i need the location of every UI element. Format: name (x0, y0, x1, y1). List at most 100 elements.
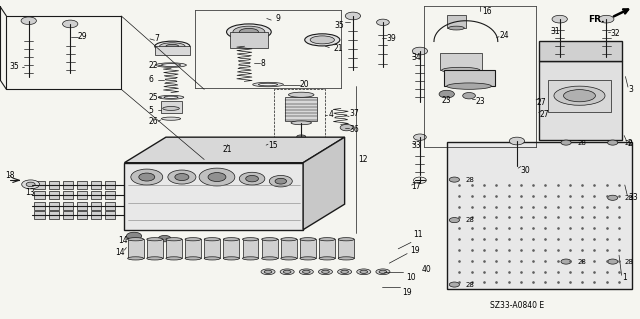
Bar (223, 239, 239, 258)
Bar (444, 70, 495, 86)
Text: 33: 33 (411, 141, 420, 150)
Ellipse shape (356, 269, 371, 275)
Bar (548, 80, 611, 112)
Ellipse shape (284, 270, 291, 273)
Circle shape (449, 282, 460, 287)
Ellipse shape (147, 238, 163, 241)
Text: 28: 28 (624, 259, 633, 264)
Ellipse shape (204, 238, 220, 241)
Text: 34: 34 (411, 53, 420, 62)
Text: 40: 40 (421, 265, 431, 274)
Text: FR.: FR. (589, 15, 605, 24)
Ellipse shape (300, 257, 316, 260)
Bar (105, 211, 115, 219)
Circle shape (269, 175, 292, 187)
Circle shape (463, 93, 476, 99)
Circle shape (439, 90, 454, 98)
Ellipse shape (442, 67, 480, 73)
Circle shape (199, 168, 235, 186)
Bar (243, 239, 259, 258)
Text: 18: 18 (5, 171, 15, 180)
Circle shape (21, 17, 36, 25)
Text: 33: 33 (628, 193, 637, 202)
Text: 32: 32 (610, 29, 620, 38)
Bar (49, 181, 59, 189)
Ellipse shape (163, 107, 179, 110)
Bar (91, 202, 101, 210)
Bar (91, 191, 101, 199)
Ellipse shape (449, 26, 464, 30)
Circle shape (246, 175, 259, 182)
Ellipse shape (223, 238, 239, 241)
Ellipse shape (300, 269, 314, 275)
Text: 14: 14 (118, 236, 128, 245)
Text: 35: 35 (10, 63, 19, 71)
Circle shape (168, 170, 196, 184)
Circle shape (607, 140, 618, 145)
Bar (440, 53, 482, 70)
Ellipse shape (127, 257, 143, 260)
Text: 28: 28 (577, 140, 586, 145)
Ellipse shape (310, 36, 335, 44)
Text: 5: 5 (148, 106, 153, 115)
Bar (77, 181, 87, 189)
Ellipse shape (185, 257, 201, 260)
Ellipse shape (340, 270, 348, 273)
Ellipse shape (319, 257, 335, 260)
Ellipse shape (338, 269, 351, 275)
Ellipse shape (261, 269, 275, 275)
Text: 31: 31 (550, 27, 560, 36)
Bar (166, 239, 182, 258)
Bar (63, 211, 73, 219)
Bar (300, 239, 316, 258)
Bar (49, 202, 59, 210)
Ellipse shape (243, 238, 259, 241)
Circle shape (208, 173, 226, 182)
Ellipse shape (338, 257, 354, 260)
Circle shape (175, 174, 189, 181)
Ellipse shape (161, 117, 180, 120)
Ellipse shape (166, 44, 179, 48)
Text: 1: 1 (622, 273, 627, 282)
Text: 39: 39 (387, 34, 397, 43)
Bar (63, 181, 73, 189)
Ellipse shape (554, 86, 605, 105)
Ellipse shape (155, 41, 190, 51)
Ellipse shape (158, 95, 184, 99)
Text: 3: 3 (628, 85, 634, 94)
Circle shape (275, 178, 287, 184)
Text: 23: 23 (476, 97, 485, 106)
Ellipse shape (223, 257, 239, 260)
Ellipse shape (233, 26, 265, 38)
Ellipse shape (253, 82, 284, 87)
Circle shape (561, 140, 571, 145)
Ellipse shape (360, 270, 367, 273)
Bar (91, 211, 101, 219)
Text: 35: 35 (335, 21, 344, 30)
Bar (91, 181, 101, 189)
Bar (35, 211, 45, 219)
Circle shape (139, 173, 155, 181)
Text: 28: 28 (577, 259, 586, 264)
Text: 21: 21 (223, 145, 232, 154)
Text: 27: 27 (537, 98, 547, 107)
Bar (35, 202, 45, 210)
Bar (204, 239, 220, 258)
Bar (63, 191, 73, 199)
Circle shape (340, 124, 353, 131)
Circle shape (607, 259, 618, 264)
Circle shape (376, 19, 389, 26)
Ellipse shape (305, 34, 340, 46)
Bar (49, 211, 59, 219)
Text: 19: 19 (402, 288, 412, 297)
Text: 17: 17 (411, 182, 420, 191)
Text: 24: 24 (499, 31, 509, 40)
Ellipse shape (164, 96, 178, 99)
Ellipse shape (219, 140, 236, 143)
Ellipse shape (166, 238, 182, 241)
Bar (77, 211, 87, 219)
Circle shape (598, 15, 614, 23)
Circle shape (561, 259, 571, 264)
Bar (540, 61, 622, 140)
Circle shape (126, 232, 141, 240)
